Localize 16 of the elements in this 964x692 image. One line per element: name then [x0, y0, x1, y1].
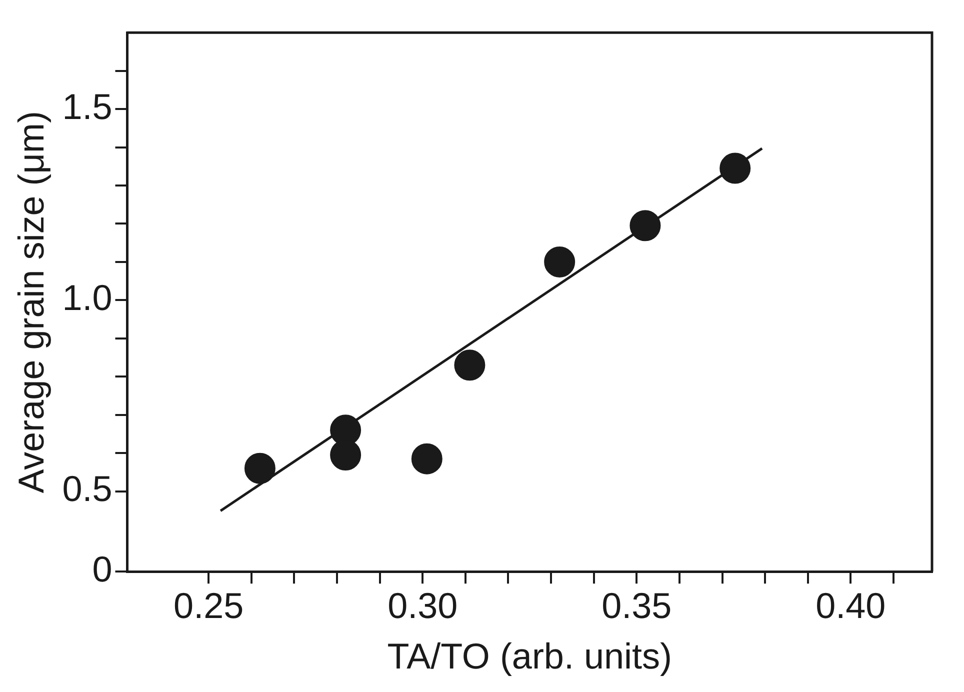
y-tick-label: 1.5	[62, 86, 112, 127]
y-axis-title: Average grain size (μm)	[10, 110, 52, 494]
x-tick-label: 0.40	[816, 585, 886, 626]
point	[630, 210, 661, 242]
y-tick-label: 1.0	[62, 277, 112, 318]
point	[720, 152, 751, 184]
y-tick-label: 0.5	[62, 468, 112, 510]
point	[411, 443, 442, 474]
x-tick-label: 0.25	[174, 585, 244, 626]
x-axis-title: TA/TO (arb. units)	[387, 635, 672, 676]
x-tick-label: 0.35	[602, 585, 672, 626]
x-tick-label: 0.30	[388, 585, 458, 626]
point	[244, 452, 276, 484]
point	[544, 246, 576, 278]
y-tick-label: 0	[92, 548, 112, 590]
point	[454, 350, 486, 381]
